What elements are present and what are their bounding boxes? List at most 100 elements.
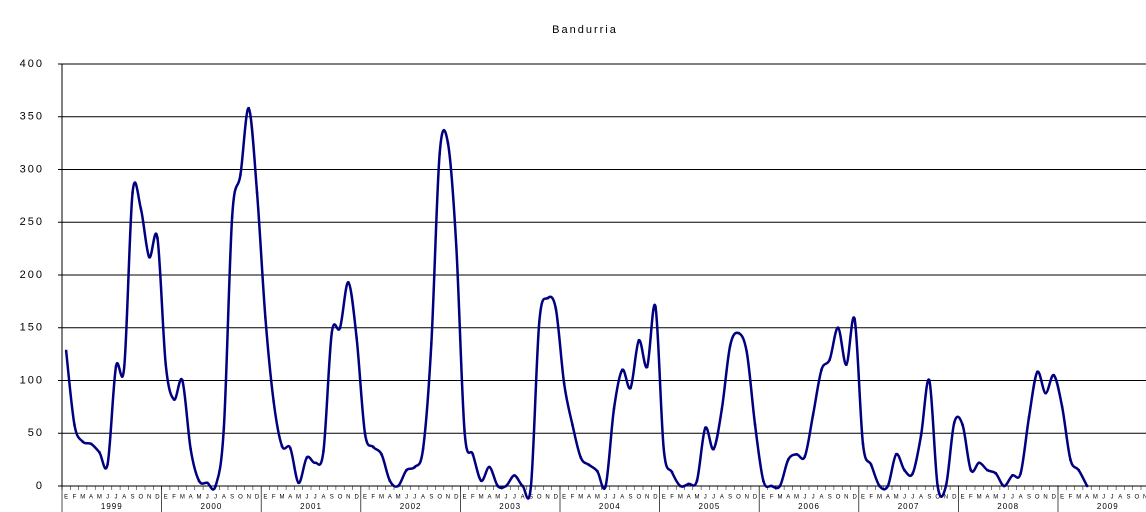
x-tick-label: O xyxy=(736,495,741,501)
x-tick-label: N xyxy=(346,495,350,501)
x-tick-label: J xyxy=(405,495,408,501)
data-point xyxy=(181,379,184,382)
x-tick-label: O xyxy=(437,495,442,501)
x-tick-label: D xyxy=(653,495,658,501)
x-tick-label: M xyxy=(80,495,85,501)
x-tick-label: A xyxy=(222,495,226,501)
data-point xyxy=(894,453,898,456)
data-point xyxy=(247,107,250,110)
data-point xyxy=(156,236,159,240)
data-point xyxy=(471,453,475,456)
x-tick-label: F xyxy=(670,495,674,501)
x-tick-label: J xyxy=(214,495,217,501)
y-tick-label: 350 xyxy=(20,111,44,123)
data-point xyxy=(762,479,765,482)
data-point xyxy=(936,484,939,488)
data-point xyxy=(861,442,865,445)
x-tick-label: M xyxy=(794,495,799,501)
x-tick-label: S xyxy=(1027,495,1031,501)
x-tick-label: S xyxy=(429,495,433,501)
x-tick-label: M xyxy=(877,495,882,501)
data-point xyxy=(637,339,641,342)
x-tick-label: N xyxy=(745,495,749,501)
y-tick-label: 0 xyxy=(36,480,44,492)
x-tick-label: A xyxy=(985,495,989,501)
data-point xyxy=(1044,391,1047,395)
data-point xyxy=(853,318,856,321)
data-point xyxy=(538,321,541,324)
x-tick-label: N xyxy=(1043,495,1047,501)
x-tick-label: J xyxy=(206,495,209,501)
x-tick-label: A xyxy=(919,495,923,501)
x-tick-label: J xyxy=(1011,495,1014,501)
x-tick-label: J xyxy=(114,495,117,501)
data-point xyxy=(479,479,483,482)
data-point xyxy=(645,365,649,368)
y-tick-label: 300 xyxy=(20,163,44,175)
data-point xyxy=(197,479,201,482)
data-point xyxy=(778,484,782,488)
data-point xyxy=(753,423,757,427)
data-point xyxy=(64,349,68,353)
data-point xyxy=(911,472,914,475)
data-point xyxy=(969,468,973,472)
year-label: 2003 xyxy=(499,502,521,511)
data-point xyxy=(878,484,881,488)
data-point xyxy=(1027,416,1031,419)
data-point xyxy=(455,244,458,247)
data-point xyxy=(961,423,964,427)
data-point xyxy=(405,468,408,472)
year-label: 2005 xyxy=(699,502,721,511)
x-tick-label: D xyxy=(952,495,957,501)
x-tick-label: E xyxy=(463,495,467,501)
data-point xyxy=(280,444,284,448)
x-tick-label: N xyxy=(147,495,151,501)
data-point xyxy=(513,474,516,477)
y-tick-label: 150 xyxy=(20,322,44,334)
x-tick-label: N xyxy=(1143,495,1146,501)
data-point xyxy=(114,365,118,368)
x-tick-label: S xyxy=(529,495,533,501)
data-point xyxy=(222,426,226,430)
data-point xyxy=(164,363,167,366)
x-tick-label: A xyxy=(421,495,425,501)
data-point xyxy=(388,479,392,482)
x-tick-label: F xyxy=(73,495,77,501)
x-tick-label: F xyxy=(770,495,774,501)
data-point xyxy=(919,434,923,437)
data-point xyxy=(977,461,981,464)
x-tick-label: O xyxy=(836,495,841,501)
y-tick-label: 200 xyxy=(20,269,44,281)
data-point xyxy=(313,461,317,464)
chart-title: Bandurria xyxy=(552,24,618,36)
data-point xyxy=(687,482,690,486)
x-tick-label: F xyxy=(869,495,873,501)
data-point xyxy=(264,316,267,319)
data-point xyxy=(870,463,873,467)
x-tick-label: M xyxy=(977,495,982,501)
data-point xyxy=(521,484,524,488)
data-point xyxy=(820,368,823,372)
x-tick-label: O xyxy=(1035,495,1040,501)
data-point xyxy=(554,307,558,310)
x-tick-label: J xyxy=(1110,495,1113,501)
x-tick-label: A xyxy=(288,495,292,501)
data-point xyxy=(81,440,84,443)
x-tick-label: M xyxy=(196,495,201,501)
year-label: 2000 xyxy=(201,502,223,511)
x-tick-label: D xyxy=(852,495,857,501)
x-tick-label: N xyxy=(944,495,948,501)
data-point xyxy=(787,458,790,461)
x-tick-label: E xyxy=(562,495,566,501)
data-point xyxy=(944,484,948,488)
data-point xyxy=(704,426,707,430)
x-tick-label: D xyxy=(155,495,160,501)
x-tick-label: M xyxy=(1076,495,1081,501)
data-point xyxy=(679,484,682,488)
x-tick-label: A xyxy=(587,495,591,501)
x-tick-label: N xyxy=(844,495,848,501)
data-point xyxy=(106,462,109,466)
x-tick-label: S xyxy=(1127,495,1131,501)
x-tick-label: S xyxy=(131,495,135,501)
data-point xyxy=(695,479,699,482)
